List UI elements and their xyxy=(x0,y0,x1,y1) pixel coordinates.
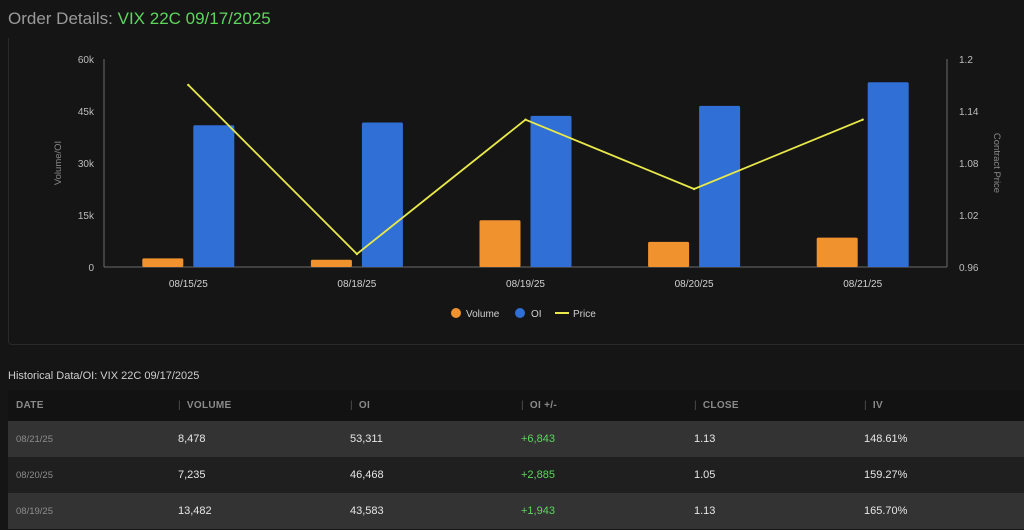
legend-price-label: Price xyxy=(573,309,596,320)
y2-tick-label: 1.02 xyxy=(959,211,979,222)
cell-close: 1.05 xyxy=(694,469,716,481)
y-axis-title: Volume/OI xyxy=(53,141,64,185)
column-header-date[interactable]: DATE xyxy=(16,400,44,411)
oi-bar xyxy=(867,82,909,267)
table-row[interactable]: 08/21/25 8,478 53,311 +6,843 1.13 148.61… xyxy=(8,421,1024,457)
legend-oi-marker xyxy=(515,308,525,318)
cell-oi-change: +6,843 xyxy=(521,433,555,445)
y2-tick-label: 1.2 xyxy=(959,55,973,66)
historical-data-title: Historical Data/OI: VIX 22C 09/17/2025 xyxy=(8,370,200,382)
volume-bar xyxy=(310,259,352,267)
historical-data-table: DATE | VOLUME | OI | OI +/- | CLOSE | IV 08/2… xyxy=(8,390,1024,529)
chart-panel: 0 15k 30k 45k 60k 0.96 1.02 1.08 1.14 1.2 Volume/O… xyxy=(8,38,1024,345)
volume-bar xyxy=(816,237,858,267)
cell-date: 08/21/25 xyxy=(16,433,53,445)
price-point xyxy=(692,187,696,191)
title-label: Order Details: xyxy=(8,9,113,28)
volume-bar xyxy=(479,220,521,267)
price-point xyxy=(187,83,190,87)
cell-date: 08/20/25 xyxy=(16,469,53,481)
page-title: Order Details: VIX 22C 09/17/2025 xyxy=(8,8,271,30)
y2-tick-label: 1.14 xyxy=(959,107,979,118)
volume-bar xyxy=(648,241,690,267)
volume-bar xyxy=(142,258,184,267)
y-tick-label: 0 xyxy=(88,263,94,274)
x-tick-label: 08/21/25 xyxy=(843,279,882,290)
cell-oi-change: +2,885 xyxy=(521,469,555,481)
cell-oi-change: +1,943 xyxy=(521,505,555,517)
y-tick-label: 30k xyxy=(78,159,95,170)
column-header-volume[interactable]: | VOLUME xyxy=(178,400,232,411)
x-tick-label: 08/19/25 xyxy=(506,279,545,290)
x-tick-label: 08/20/25 xyxy=(675,279,714,290)
cell-date: 08/19/25 xyxy=(16,505,53,517)
oi-bar xyxy=(361,122,403,267)
cell-volume: 13,482 xyxy=(178,505,212,517)
table-header: DATE | VOLUME | OI | OI +/- | CLOSE | IV xyxy=(8,390,1024,421)
x-tick-label: 08/18/25 xyxy=(337,279,376,290)
column-header-close[interactable]: | CLOSE xyxy=(694,400,739,411)
oi-bar xyxy=(530,115,572,268)
legend-volume-marker xyxy=(451,308,461,318)
table-row[interactable]: 08/20/25 7,235 46,468 +2,885 1.05 159.27… xyxy=(8,457,1024,493)
oi-bar xyxy=(699,105,741,267)
volume-oi-price-chart: 0 15k 30k 45k 60k 0.96 1.02 1.08 1.14 1.2 Volume/O… xyxy=(53,55,1002,320)
price-line xyxy=(187,84,864,256)
table-row[interactable]: 08/19/25 13,482 43,583 +1,943 1.13 165.7… xyxy=(8,493,1024,529)
legend-oi-label: OI xyxy=(531,309,542,320)
price-point xyxy=(861,118,864,121)
cell-iv: 148.61% xyxy=(864,433,908,445)
legend-volume-label: Volume xyxy=(466,309,500,320)
y2-tick-label: 1.08 xyxy=(959,159,979,170)
price-point xyxy=(524,118,527,121)
column-header-oi-change[interactable]: | OI +/- xyxy=(521,400,557,411)
y2-tick-label: 0.96 xyxy=(959,263,979,274)
title-contract: VIX 22C 09/17/2025 xyxy=(117,9,271,28)
cell-oi: 43,583 xyxy=(350,505,384,517)
column-header-oi[interactable]: | OI xyxy=(350,400,371,411)
cell-volume: 7,235 xyxy=(178,469,206,481)
price-point xyxy=(355,252,359,256)
y-tick-label: 45k xyxy=(78,107,95,118)
cell-oi: 46,468 xyxy=(350,469,384,481)
cell-oi: 53,311 xyxy=(350,433,383,445)
y2-axis-title: Contract Price xyxy=(991,133,1002,193)
cell-iv: 165.70% xyxy=(864,505,908,517)
oi-bar xyxy=(193,125,235,267)
cell-iv: 159.27% xyxy=(864,469,908,481)
column-header-iv[interactable]: | IV xyxy=(864,400,883,411)
cell-close: 1.13 xyxy=(694,433,716,445)
cell-volume: 8,478 xyxy=(178,433,206,445)
cell-close: 1.13 xyxy=(694,505,716,517)
x-tick-label: 08/15/25 xyxy=(169,279,208,290)
y-tick-label: 15k xyxy=(78,211,95,222)
y-tick-label: 60k xyxy=(78,55,95,66)
